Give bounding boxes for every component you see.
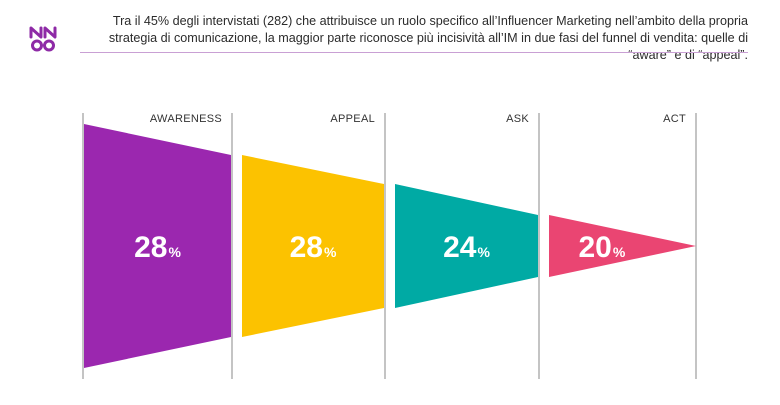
funnel-segment-awareness xyxy=(84,124,231,368)
data-value-appeal: 28 xyxy=(290,231,323,264)
funnel-segment-act xyxy=(549,215,696,277)
data-label-act: 20% xyxy=(579,231,626,264)
data-value-awareness: 28 xyxy=(134,231,167,264)
stage-label-awareness: AWARENESS xyxy=(150,113,222,125)
intro-text: Tra il 45% degli intervistati (282) che … xyxy=(108,14,748,62)
stage-label-appeal: APPEAL xyxy=(330,113,375,125)
data-value-ask: 24 xyxy=(443,231,477,264)
data-unit-act: % xyxy=(613,244,626,260)
data-unit-awareness: % xyxy=(168,244,181,260)
data-unit-ask: % xyxy=(477,244,490,260)
brand-logo-icon xyxy=(29,26,57,52)
stage-label-ask: ASK xyxy=(506,113,529,125)
data-label-awareness: 28% xyxy=(134,231,181,264)
data-label-appeal: 28% xyxy=(290,231,337,264)
stage-label-act: ACT xyxy=(663,113,686,125)
funnel-segment-appeal xyxy=(242,155,384,337)
data-value-act: 20 xyxy=(579,231,612,264)
data-unit-appeal: % xyxy=(324,244,337,260)
header-divider xyxy=(80,52,748,53)
data-label-ask: 24% xyxy=(443,231,490,264)
funnel-segment-ask xyxy=(395,184,538,308)
